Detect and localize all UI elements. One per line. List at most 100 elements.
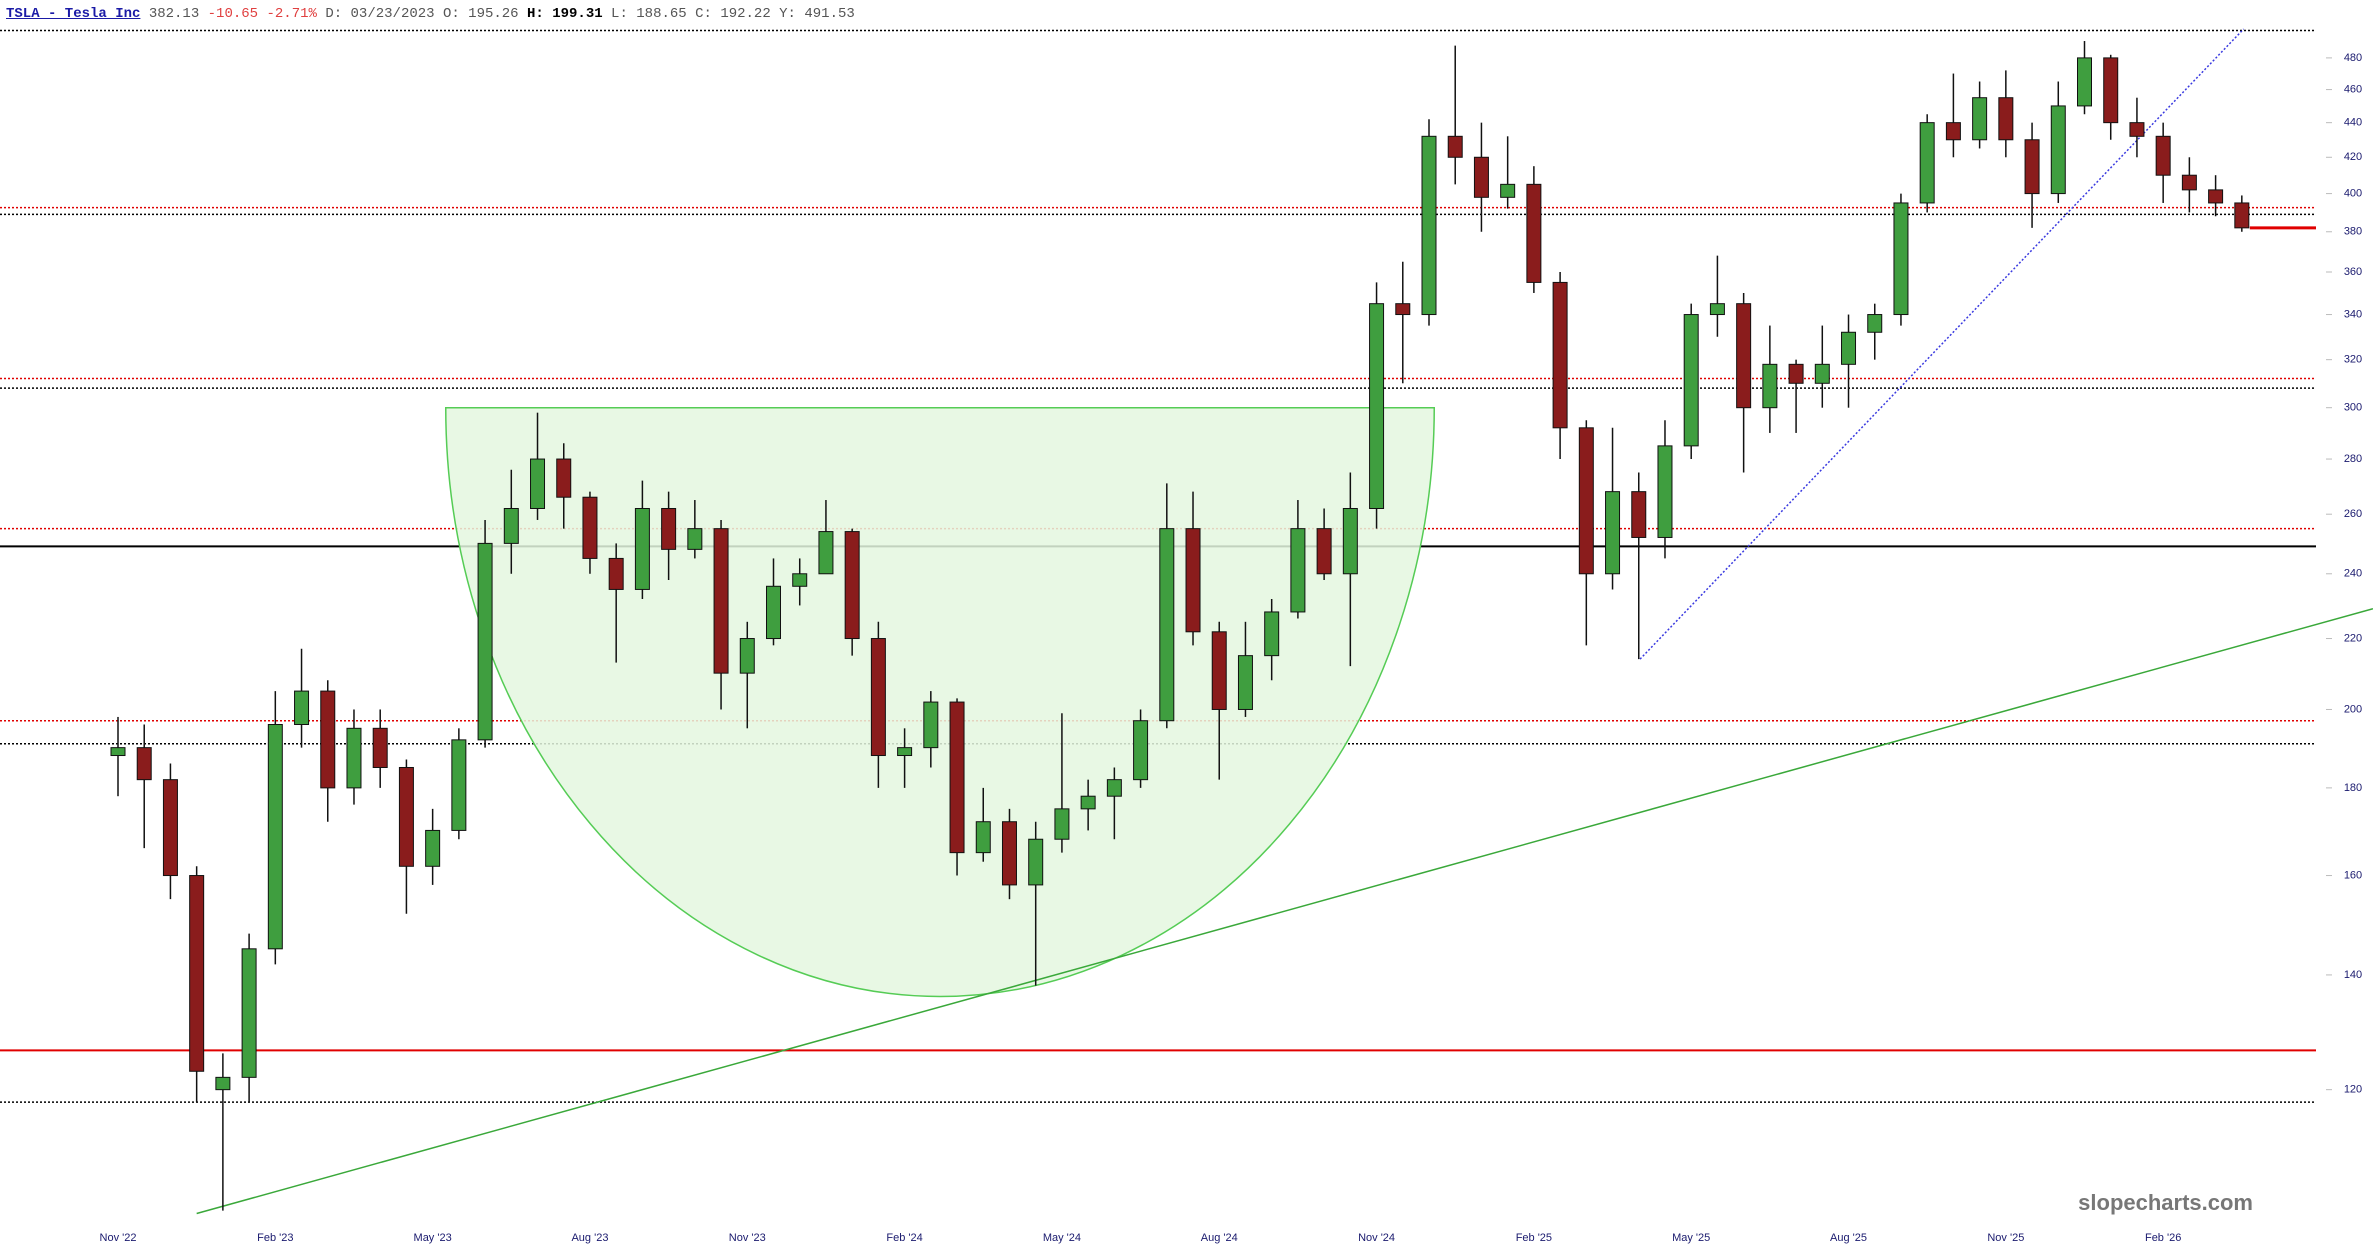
candle-body: [1972, 97, 1988, 141]
candle-body: [1080, 795, 1096, 810]
candle-body: [1919, 122, 1935, 204]
candle-body: [136, 747, 152, 781]
y-tick-label: 480: [2344, 52, 2362, 64]
symbol-link[interactable]: TSLA - Tesla Inc: [6, 6, 141, 22]
x-tick-label: Feb '26: [2145, 1232, 2181, 1244]
y-tick-label: 420: [2344, 151, 2362, 163]
candle-body: [294, 690, 310, 726]
candle-body: [1841, 331, 1857, 365]
candle-body: [2181, 174, 2197, 191]
candle-body: [2155, 135, 2171, 176]
field-value: 188.65: [636, 6, 687, 22]
candle-body: [503, 507, 519, 544]
candle-body: [1657, 445, 1673, 538]
y-tick-label: 380: [2344, 226, 2362, 238]
x-tick-label: May '25: [1672, 1232, 1710, 1244]
candle-body: [267, 724, 283, 950]
candle-body: [2208, 189, 2224, 204]
x-tick-label: Nov '24: [1358, 1232, 1395, 1244]
x-tick-label: Aug '24: [1201, 1232, 1238, 1244]
field-label: H:: [527, 6, 544, 22]
candle-body: [949, 701, 965, 854]
candle-body: [923, 701, 939, 749]
x-tick-label: Feb '23: [257, 1232, 293, 1244]
candle-body: [1631, 491, 1647, 538]
change: -10.65: [207, 6, 259, 22]
candle-body: [1106, 779, 1122, 797]
y-tick-label: 340: [2344, 308, 2362, 320]
field-label: O:: [442, 6, 460, 22]
y-tick-label: 180: [2344, 782, 2362, 794]
candle-body: [2129, 122, 2145, 137]
candle-body: [1342, 507, 1358, 575]
candle-body: [241, 948, 257, 1078]
fields: D: 03/23/2023 O: 195.26 H: 199.31 L: 188…: [317, 6, 855, 22]
x-tick-label: May '23: [414, 1232, 452, 1244]
candle-body: [398, 766, 414, 867]
y-tick-label: 400: [2344, 187, 2362, 199]
field-value: 195.26: [468, 6, 519, 22]
candle-body: [1054, 808, 1070, 840]
x-tick-label: Nov '22: [100, 1232, 137, 1244]
watermark: slopecharts.com: [2078, 1190, 2253, 1215]
candle-body: [451, 739, 467, 831]
candle-body: [1945, 122, 1961, 141]
y-tick-label: 300: [2344, 402, 2362, 414]
field-value: 199.31: [552, 6, 603, 22]
candle-body: [975, 821, 991, 854]
candle-body: [425, 829, 441, 867]
field-label: Y:: [779, 6, 796, 22]
y-tick-label: 260: [2344, 508, 2362, 520]
field-label: C:: [695, 6, 712, 22]
y-tick-label: 140: [2344, 969, 2362, 981]
candle-body: [372, 727, 388, 768]
candle-body: [1578, 427, 1594, 575]
candle-body: [1159, 528, 1175, 722]
last-price: 382.13: [148, 6, 200, 22]
candle-body: [818, 531, 834, 575]
y-tick-label: 200: [2344, 703, 2362, 715]
candle-body: [477, 542, 493, 741]
y-tick-label: 320: [2344, 354, 2362, 366]
y-tick-label: 160: [2344, 869, 2362, 881]
candle-body: [1001, 821, 1017, 886]
candle-body: [766, 585, 781, 640]
candle-body: [1395, 303, 1411, 316]
candle-body: [1526, 183, 1542, 283]
candle-body: [897, 747, 913, 757]
candle-body: [1762, 363, 1778, 409]
candle-body: [1893, 202, 1909, 316]
candle-body: [2050, 105, 2066, 195]
candle-body: [1605, 491, 1621, 575]
candle-body: [2024, 139, 2040, 195]
candle-body: [1316, 528, 1332, 575]
candle-body: [1683, 314, 1699, 447]
candle-body: [687, 528, 703, 550]
header: TSLA - Tesla Inc 382.13 -10.65 -2.71% D:…: [6, 2, 855, 26]
candle-body: [1473, 156, 1489, 198]
field-label: L:: [611, 6, 628, 22]
candle-body: [1500, 183, 1516, 198]
candle-body: [1237, 655, 1253, 710]
candle-body: [739, 638, 755, 674]
field-label: D:: [325, 6, 343, 22]
y-tick-label: 240: [2344, 568, 2362, 580]
candle-body: [1421, 135, 1437, 316]
x-tick-label: May '24: [1043, 1232, 1081, 1244]
x-tick-label: Nov '23: [729, 1232, 766, 1244]
field-value: 192.22: [720, 6, 771, 22]
trendline: [196, 607, 2373, 1215]
field-value: 491.53: [804, 6, 855, 22]
candle-body: [320, 690, 336, 789]
x-tick-label: Nov '25: [1987, 1232, 2024, 1244]
candle-body: [1867, 314, 1883, 333]
x-tick-label: Feb '25: [1516, 1232, 1552, 1244]
candle-body: [1447, 135, 1463, 158]
candle-body: [582, 496, 598, 559]
candle-body: [110, 747, 126, 757]
candle-body: [1709, 303, 1725, 316]
y-tick-label: 120: [2344, 1084, 2362, 1096]
field-value: 03/23/2023: [350, 6, 435, 22]
